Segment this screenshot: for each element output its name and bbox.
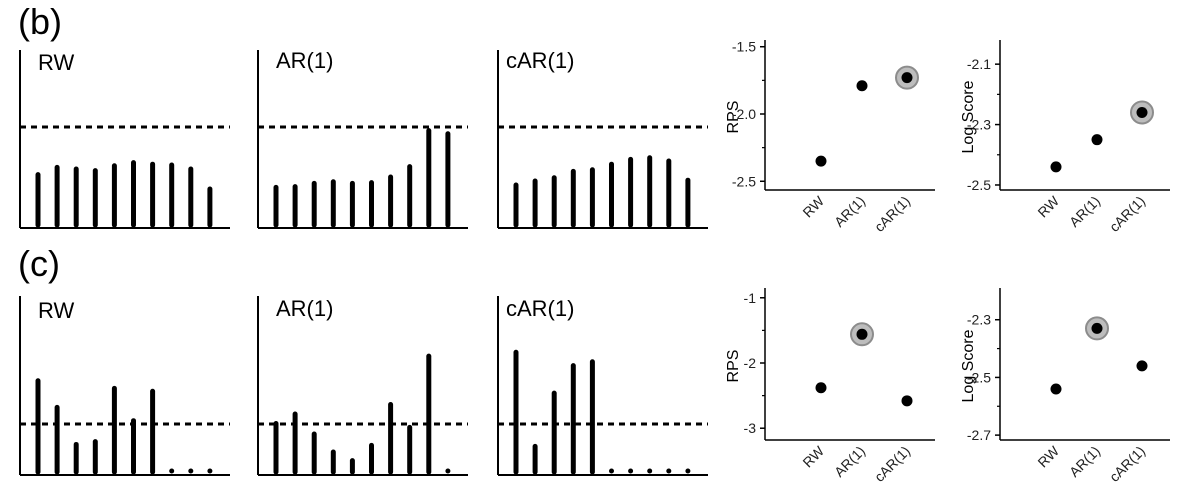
row-label-c: (c) xyxy=(18,243,60,284)
score-xtick-label-b-logscore-2: cAR(1) xyxy=(1106,193,1148,235)
hist-bar-c-0-9 xyxy=(207,468,213,474)
score-ytick-label-c-logscore-0: -2.3 xyxy=(967,312,991,328)
hist-title-b-car1: cAR(1) xyxy=(506,48,574,73)
score-point-c-rps-1 xyxy=(856,328,868,340)
hist-bar-c-1-9 xyxy=(445,468,451,474)
hist-title-c-rw: RW xyxy=(38,298,74,323)
score-highlight-ring-b-rps xyxy=(895,65,919,90)
hist-bar-c-2-5 xyxy=(609,468,614,474)
score-highlight-ring-c-rps xyxy=(850,322,874,347)
score-ytick-label-c-rps-2: -3 xyxy=(744,420,757,436)
score-xtick-label-b-rps-0: RW xyxy=(799,192,827,220)
row-label-b: (b) xyxy=(18,1,62,42)
score-point-b-rps-0 xyxy=(815,155,827,167)
score-xtick-label-b-rps-1: AR(1) xyxy=(831,193,868,230)
score-point-b-logscore-0 xyxy=(1050,161,1062,173)
score-point-c-logscore-1 xyxy=(1091,322,1103,334)
chart-marks: -1.5-2.0-2.5RW AR(1) cAR(1)-2.1-2.3-2.5RW A… xyxy=(19,39,1170,485)
axis-title-b-rps: RPS xyxy=(725,101,742,134)
hist-title-b-ar1: AR(1) xyxy=(276,48,333,73)
score-xtick-label-c-rps-0: RW xyxy=(799,442,827,470)
score-ytick-label-c-logscore-1: -2.5 xyxy=(967,369,991,385)
score-xtick-label-b-logscore-1: AR(1) xyxy=(1066,193,1103,230)
score-highlight-ring-c-logscore xyxy=(1085,316,1109,341)
score-xtick-label-c-logscore-2: cAR(1) xyxy=(1106,443,1148,485)
hist-title-b-rw: RW xyxy=(38,50,74,75)
hist-title-c-car1: cAR(1) xyxy=(506,296,574,321)
hist-bar-c-2-8 xyxy=(666,468,672,474)
score-xtick-label-b-rps-2: cAR(1) xyxy=(871,193,913,235)
score-point-b-rps-1 xyxy=(856,80,868,92)
score-xtick-label-c-logscore-0: RW xyxy=(1034,442,1062,470)
score-xtick-label-c-rps-2: cAR(1) xyxy=(871,443,913,485)
score-xtick-label-c-rps-1: AR(1) xyxy=(831,443,868,480)
score-highlight-ring-b-logscore xyxy=(1130,100,1154,125)
hist-bar-c-2-6 xyxy=(628,468,634,474)
score-ytick-label-b-rps-2: -2.5 xyxy=(732,173,756,189)
hist-bar-c-0-8 xyxy=(188,468,194,474)
score-ytick-label-b-logscore-1: -2.3 xyxy=(967,117,991,133)
score-point-b-rps-2 xyxy=(901,72,913,84)
score-ytick-label-b-logscore-0: -2.1 xyxy=(967,56,991,72)
score-ytick-label-c-logscore-2: -2.7 xyxy=(967,427,991,443)
score-point-c-logscore-0 xyxy=(1050,383,1062,395)
score-ytick-label-c-rps-0: -1 xyxy=(744,290,757,306)
score-point-c-rps-2 xyxy=(901,395,913,407)
score-ytick-label-b-rps-0: -1.5 xyxy=(732,39,756,55)
score-point-b-logscore-1 xyxy=(1091,134,1103,146)
score-xtick-label-b-logscore-0: RW xyxy=(1034,192,1062,220)
score-point-c-logscore-2 xyxy=(1136,360,1148,372)
hist-bar-c-2-9 xyxy=(685,468,691,474)
axis-title-b-logscore: Log Score xyxy=(960,80,977,153)
axis-title-c-rps: RPS xyxy=(725,350,742,383)
hist-title-c-ar1: AR(1) xyxy=(276,296,333,321)
hist-bar-c-2-7 xyxy=(647,468,653,474)
score-xtick-label-c-logscore-1: AR(1) xyxy=(1066,443,1103,480)
score-ytick-label-b-rps-1: -2.0 xyxy=(732,106,756,122)
score-point-b-logscore-2 xyxy=(1136,106,1148,118)
score-ytick-label-b-logscore-2: -2.5 xyxy=(967,177,991,193)
score-point-c-rps-0 xyxy=(815,382,827,394)
score-ytick-label-c-rps-1: -2 xyxy=(744,355,757,371)
axis-title-c-logscore: Log Score xyxy=(960,329,977,402)
hist-bar-c-0-7 xyxy=(169,468,175,474)
